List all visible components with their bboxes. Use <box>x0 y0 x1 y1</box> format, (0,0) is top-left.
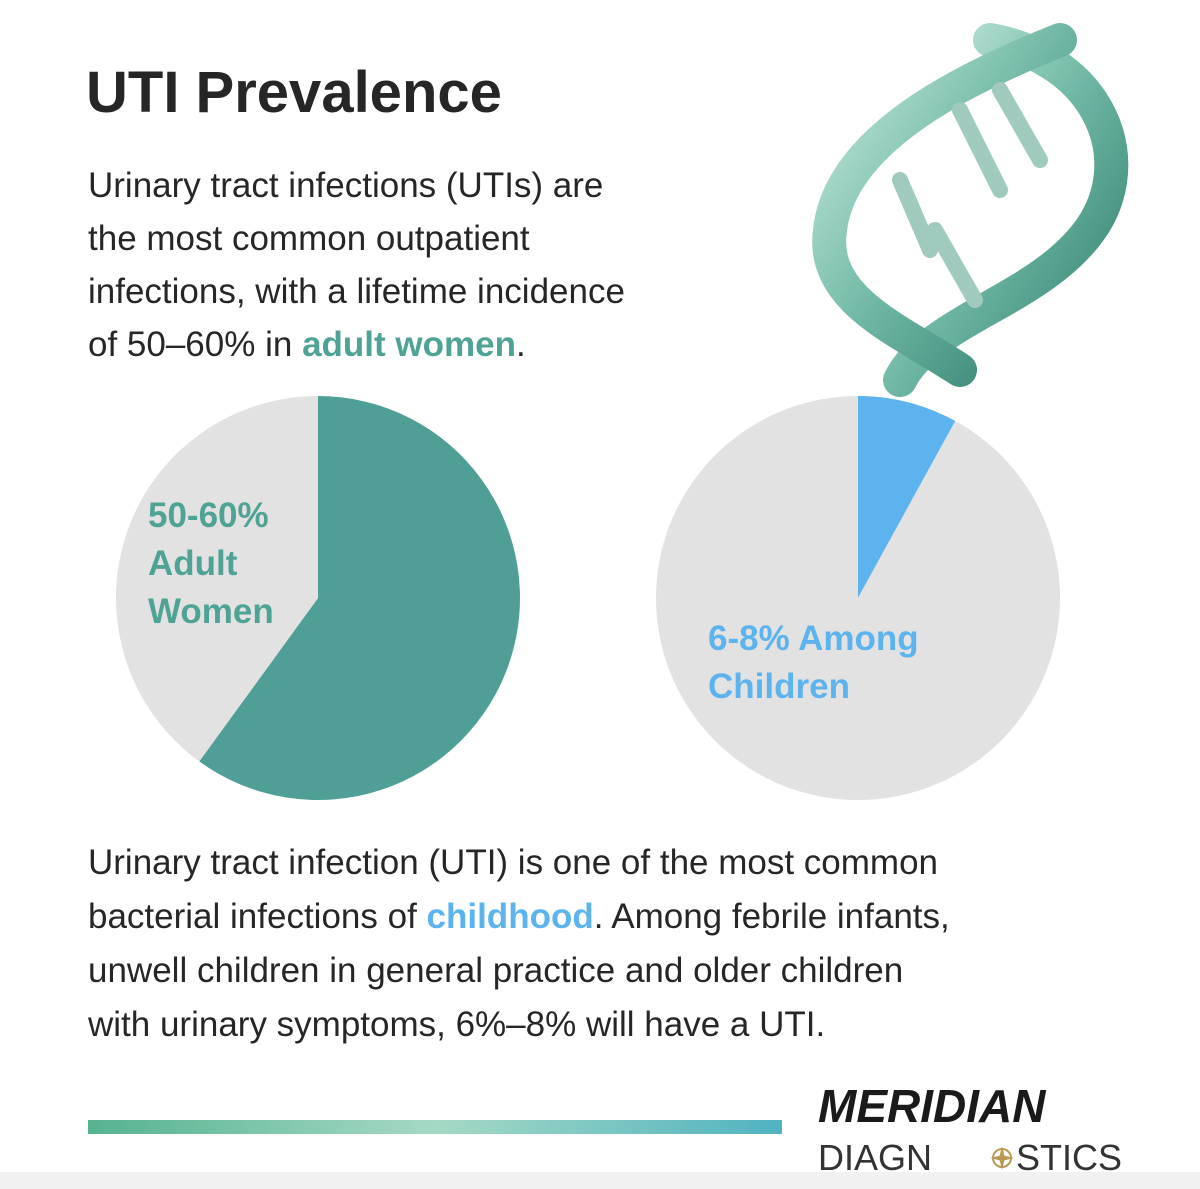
text-span: of 50–60% in <box>88 325 302 364</box>
dna-illustration <box>812 23 1129 397</box>
title: UTI Prevalence <box>86 60 502 125</box>
text-span: bacterial infections of <box>88 897 427 936</box>
logo-compass <box>990 1146 1014 1170</box>
pie-slice <box>858 396 956 598</box>
pie-annotation: Adult <box>148 544 238 583</box>
text-span: . Among febrile infants, <box>594 897 950 936</box>
pie-slice <box>656 396 1060 800</box>
text-span: infections, with a lifetime incidence <box>88 272 625 311</box>
text-span: with urinary symptoms, 6%–8% will have a… <box>87 1005 825 1044</box>
pie-slice <box>116 396 319 762</box>
charts: 50-60% Adult Women 6-8% Among Children <box>116 396 1060 801</box>
text-span: unwell children in general practice and … <box>88 951 903 990</box>
text-span: the most common outpatient <box>88 219 530 258</box>
text-line: unwell children in general practice and … <box>88 951 903 990</box>
text-line: infections, with a lifetime incidence <box>88 272 625 311</box>
text-line: Urinary tract infections (UTIs) are <box>88 166 603 205</box>
pie-annotation: 6-8% Among <box>708 619 919 658</box>
bottom-strip <box>0 1172 1200 1189</box>
pie-annotation: Children <box>708 667 850 706</box>
text-span: . <box>516 325 526 364</box>
footer-text: Urinary tract infection (UTI) is one of … <box>87 843 950 1044</box>
logo-sub: DIAGN <box>818 1137 932 1178</box>
text-line: of 50–60% in adult women. <box>88 325 526 364</box>
highlight: adult women <box>302 325 516 364</box>
pie-slice <box>199 396 520 801</box>
text-line: with urinary symptoms, 6%–8% will have a… <box>87 1005 825 1044</box>
intro-text: Urinary tract infections (UTIs) are the m… <box>88 166 625 364</box>
pie-annotation: 50-60% <box>148 496 269 535</box>
highlight: childhood <box>427 897 594 936</box>
text-line: Urinary tract infection (UTI) is one of … <box>88 843 938 882</box>
text-span: Urinary tract infection (UTI) is one of … <box>88 843 938 882</box>
logo-sub: STICS <box>1016 1137 1122 1178</box>
logo-title: MERIDIAN <box>818 1080 1046 1132</box>
text-span: Urinary tract infections (UTIs) are <box>88 166 603 205</box>
pie-annotation: Women <box>148 592 274 631</box>
text-line: bacterial infections of childhood. Among… <box>88 897 950 936</box>
text-line: the most common outpatient <box>88 219 530 258</box>
accent-bar <box>88 1120 782 1134</box>
